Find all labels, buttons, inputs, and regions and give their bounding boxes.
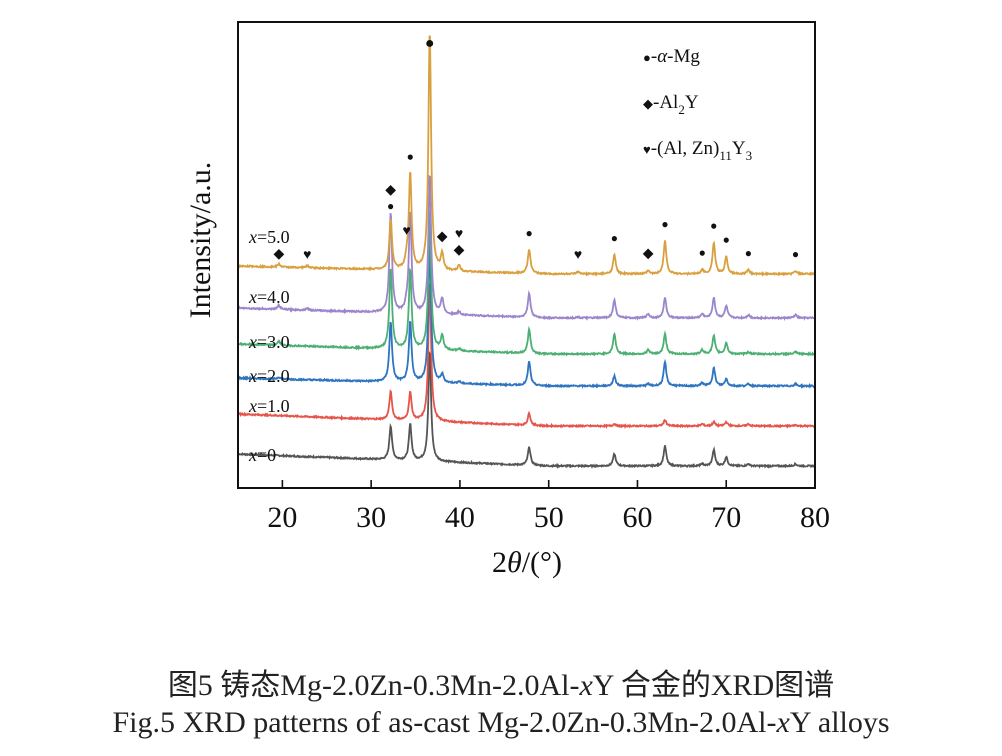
series-line-x-4-0: [238, 174, 815, 322]
peak-marker: ◆: [385, 183, 396, 198]
caption-cn-var: x: [579, 669, 593, 702]
peak-marker: ◆: [643, 247, 654, 262]
peak-marker: ●: [792, 247, 799, 261]
caption-cn-prefix: 图5 铸态Mg-2.0Zn-0.3Mn-2.0Al-: [167, 669, 580, 702]
series-label: x=5.0: [248, 227, 290, 247]
x-tick-label: 20: [267, 501, 297, 534]
legend-entry: ●-α-Mg: [643, 46, 700, 67]
x-tick-label: 50: [534, 501, 564, 534]
legend-entry: ♥-(Al, Zn)11Y3: [643, 138, 752, 163]
peak-marker: ●: [407, 150, 414, 164]
series-line-x-1-0: [238, 283, 815, 430]
caption-english: Fig.5 XRD patterns of as-cast Mg-2.0Zn-0…: [0, 706, 1002, 740]
x-tick-label: 40: [445, 501, 475, 534]
legend-entry: ◆-Al2Y: [643, 92, 699, 117]
caption-en-suffix: Y alloys: [789, 706, 890, 739]
peak-marker: ●: [661, 217, 668, 231]
y-axis-label: Intensity/a.u.: [184, 162, 217, 319]
peak-marker: ●: [745, 246, 752, 260]
peak-marker: ♥: [303, 248, 311, 263]
series-label: x=2.0: [248, 366, 290, 386]
series-label: x=0: [248, 445, 276, 465]
peak-marker: ●: [526, 226, 533, 240]
peak-marker: ♥: [455, 227, 463, 242]
series-line-x-3-0: [238, 211, 815, 357]
peak-annotations: ◆ ♥●◆♥●●◆◆♥ ●♥●◆●●●●● ●: [273, 35, 799, 263]
peak-marker: ●: [387, 199, 394, 213]
peak-marker: ♥: [403, 224, 411, 239]
x-tick-label: 30: [356, 501, 386, 534]
caption-en-prefix: Fig.5 XRD patterns of as-cast Mg-2.0Zn-0…: [112, 706, 777, 739]
xrd-chart: ◆ ♥●◆♥●●◆◆♥ ●♥●◆●●●●● ● 20 30 40 50 60 70 80 x=0x…: [184, 21, 830, 579]
x-tick-label: 80: [800, 501, 830, 534]
peak-marker: ◆: [273, 247, 284, 262]
caption-cn-suffix: Y 合金的XRD图谱: [592, 669, 835, 702]
series-line-x-0: [238, 350, 815, 470]
legend: ●-α-Mg ◆-Al2Y ♥-(Al, Zn)11Y3: [643, 46, 752, 163]
series-line-x-5-0: [238, 35, 815, 277]
caption-en-var: x: [776, 706, 790, 739]
peak-marker: ●: [425, 35, 435, 52]
peak-marker: ♥: [574, 248, 582, 263]
series-line-x-2-0: [238, 244, 815, 389]
caption-chinese: 图5 铸态Mg-2.0Zn-0.3Mn-2.0Al-xY 合金的XRD图谱: [0, 660, 1002, 704]
series-label: x=3.0: [248, 332, 290, 352]
x-tick-label: 70: [711, 501, 741, 534]
series-layer: [238, 35, 815, 470]
peak-marker: ●: [611, 231, 618, 245]
series-label: x=4.0: [248, 287, 290, 307]
series-label: x=1.0: [248, 396, 290, 416]
peak-marker: ●: [699, 245, 706, 259]
x-tick-label: 60: [622, 501, 652, 534]
x-axis-ticks: 20 30 40 50 60 70 80: [267, 480, 830, 534]
x-axis-label: 2θ/(°): [492, 546, 562, 579]
peak-marker: ●: [723, 232, 730, 246]
peak-marker: ◆: [437, 230, 448, 245]
peak-marker: ◆: [454, 243, 465, 258]
peak-marker: ●: [710, 219, 717, 233]
series-labels: x=0 x=1.0 x=2.0 x=3.0 x=4.0 x=5.0: [248, 227, 290, 465]
plot-frame: [237, 21, 816, 489]
